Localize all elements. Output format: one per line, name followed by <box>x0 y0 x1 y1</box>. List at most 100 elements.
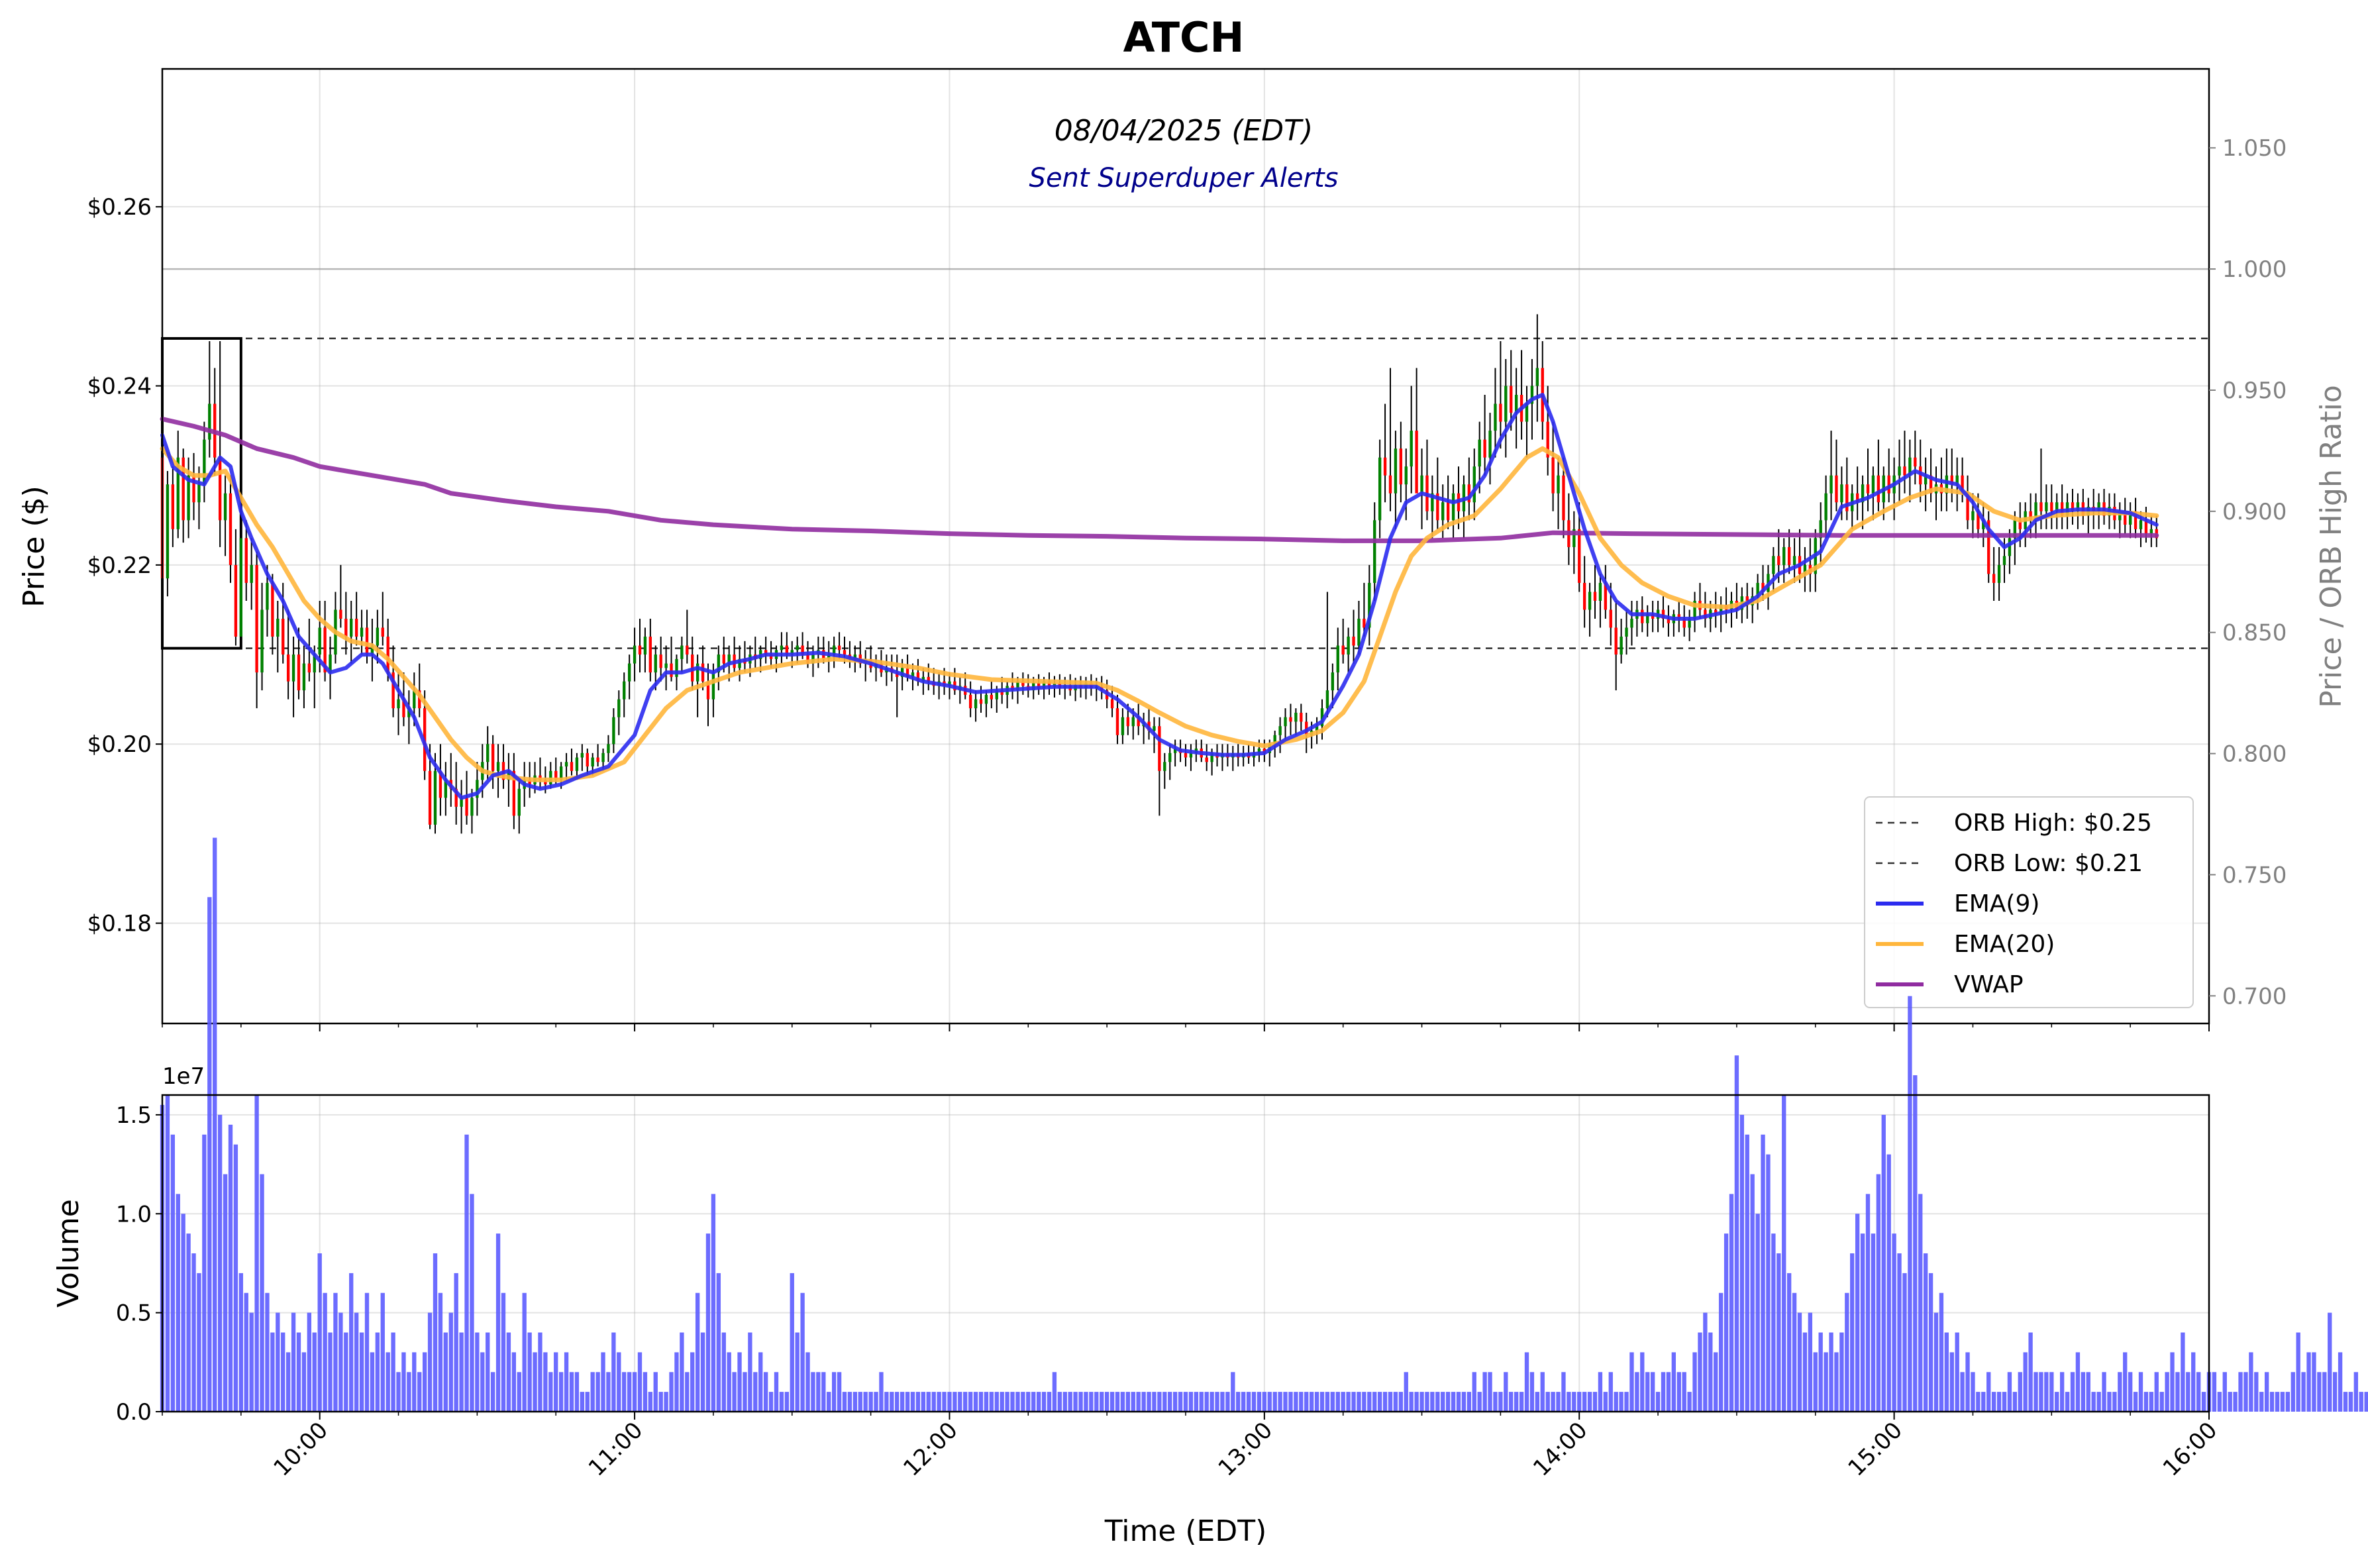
volume-bar <box>2138 1372 2143 1412</box>
candle-body <box>176 457 180 529</box>
candle-body <box>695 663 699 682</box>
ema9-line <box>160 393 2159 800</box>
volume-bar <box>2306 1352 2311 1412</box>
volume-bar <box>1199 1392 1204 1412</box>
volume-bar <box>1168 1392 1172 1412</box>
candle-body <box>1546 421 1549 458</box>
volume-bar <box>895 1392 900 1412</box>
volume-bar <box>1210 1392 1214 1412</box>
volume-bar <box>2081 1372 2086 1412</box>
price-y-tick-label: $0.24 <box>87 374 152 400</box>
candle-body <box>2013 520 2017 539</box>
volume-bar <box>716 1273 721 1412</box>
volume-bar <box>1335 1392 1340 1412</box>
candle-body <box>1373 520 1376 583</box>
candle-body <box>591 757 594 767</box>
volume-bar <box>276 1312 280 1412</box>
volume-bar <box>1435 1392 1440 1412</box>
candle-body <box>1115 708 1119 735</box>
candle-body <box>1992 574 1996 583</box>
volume-bar <box>170 1134 176 1412</box>
candle-body <box>680 645 684 659</box>
volume-bar <box>1624 1392 1629 1412</box>
volume-bar <box>1362 1392 1366 1412</box>
volume-bar <box>1147 1392 1151 1412</box>
candle-body <box>166 484 170 579</box>
volume-bar <box>2228 1392 2232 1412</box>
volume-bar <box>1382 1392 1388 1412</box>
volume-bar <box>1802 1332 1808 1412</box>
volume-bar <box>669 1372 674 1412</box>
volume-bar <box>1330 1392 1335 1412</box>
volume-bar <box>1477 1392 1482 1412</box>
volume-bar <box>1619 1392 1623 1412</box>
volume-bar <box>344 1332 348 1412</box>
volume-bar <box>2222 1372 2227 1412</box>
candle-body <box>250 564 253 583</box>
volume-bar <box>1813 1352 1818 1412</box>
candle-body <box>1719 605 1723 615</box>
candle-body <box>638 645 642 655</box>
candle-body <box>1945 475 1949 494</box>
volume-bar <box>590 1372 595 1412</box>
volume-bar <box>1913 1075 1918 1412</box>
volume-bar <box>984 1392 989 1412</box>
candle-body <box>1578 529 1581 583</box>
candle-body <box>1525 403 1529 422</box>
candle-body <box>1467 484 1471 503</box>
candle-body <box>837 645 841 651</box>
volume-bar <box>1598 1372 1603 1412</box>
volume-bar <box>338 1312 343 1412</box>
volume-bar <box>417 1372 422 1412</box>
candle-body <box>2071 502 2075 511</box>
volume-bar <box>1855 1214 1860 1412</box>
volume-bar <box>1125 1392 1131 1412</box>
volume-bar <box>396 1372 401 1412</box>
candle-body <box>764 650 768 655</box>
volume-bar <box>748 1332 752 1412</box>
volume-bar <box>176 1194 180 1412</box>
volume-bar <box>2181 1332 2185 1412</box>
volume-bar <box>1750 1174 1755 1412</box>
volume-bar <box>632 1372 637 1412</box>
candle-body <box>1388 475 1392 494</box>
volume-bar <box>2186 1372 2190 1412</box>
volume-bar <box>375 1332 380 1412</box>
candle-body <box>318 627 321 655</box>
volume-bar <box>2091 1392 2096 1412</box>
volume-bar <box>1892 1233 1896 1412</box>
volume-bar <box>1886 1154 1891 1412</box>
volume-bar <box>658 1392 663 1412</box>
candle-body <box>1047 681 1051 687</box>
candle-body <box>1908 457 1912 476</box>
candle-body <box>1630 618 1633 628</box>
volume-bar <box>595 1372 600 1412</box>
volume-bar <box>1062 1392 1067 1412</box>
volume-bar <box>1587 1392 1592 1412</box>
candle-body <box>1378 457 1382 521</box>
volume-bar <box>842 1392 847 1412</box>
volume-bar <box>1461 1392 1467 1412</box>
volume-bar <box>2018 1372 2022 1412</box>
volume-bar <box>2159 1392 2164 1412</box>
candle-body <box>1929 475 1933 494</box>
volume-bar <box>2212 1372 2217 1412</box>
candle-body <box>1593 592 1597 601</box>
ratio-y-tick-label: 0.950 <box>2222 378 2287 404</box>
candle-body <box>1357 618 1361 646</box>
volume-bar <box>1718 1292 1724 1412</box>
candle-body <box>1598 582 1602 601</box>
legend-label: EMA(20) <box>1954 931 2055 958</box>
volume-bar <box>2301 1372 2306 1412</box>
volume-bar <box>1304 1392 1309 1412</box>
candle-body <box>664 663 668 668</box>
volume-bar <box>816 1372 821 1412</box>
volume-bar <box>2343 1392 2348 1412</box>
volume-bar <box>1036 1392 1041 1412</box>
volume-bar <box>1414 1392 1419 1412</box>
volume-bar <box>790 1273 794 1412</box>
candle-body <box>1257 749 1261 753</box>
volume-bar <box>2348 1392 2353 1412</box>
candle-body <box>670 663 673 677</box>
candle-body <box>1284 717 1287 727</box>
